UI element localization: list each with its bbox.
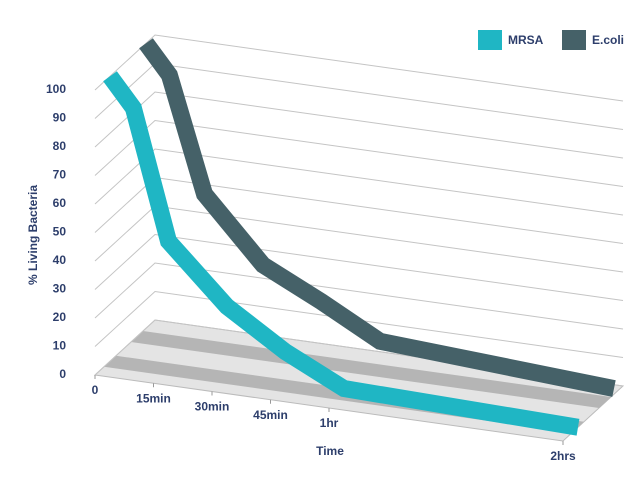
floor-stripe: [131, 331, 611, 408]
grid-line: [94, 262, 624, 330]
legend-label: E.coli: [592, 33, 624, 47]
grid-line: [94, 34, 624, 102]
x-tick-label: 30min: [195, 400, 230, 414]
grid-line: [94, 119, 624, 187]
x-tick-label: 1hr: [320, 416, 339, 430]
x-tick-label: 15min: [136, 391, 171, 405]
legend-label: MRSA: [508, 33, 544, 47]
y-tick-label: 10: [53, 339, 67, 353]
x-tick-label: 0: [92, 383, 99, 397]
y-tick-label: 20: [53, 310, 67, 324]
grid-line: [94, 148, 624, 216]
grid-line: [94, 91, 624, 159]
series-line: [103, 71, 580, 436]
y-tick-label: 60: [53, 196, 67, 210]
x-axis-title: Time: [316, 444, 344, 458]
y-tick-label: 90: [53, 111, 67, 125]
y-tick-label: 70: [53, 168, 67, 182]
legend-swatch: [478, 30, 502, 50]
grid-line: [94, 290, 624, 358]
x-tick-label: 45min: [253, 408, 288, 422]
y-tick-label: 0: [59, 367, 66, 381]
x-tick-label: 2hrs: [550, 449, 576, 463]
y-axis-title: % Living Bacteria: [26, 185, 40, 285]
grid-line: [94, 233, 624, 301]
series-line: [139, 38, 616, 397]
y-tick-label: 30: [53, 282, 67, 296]
legend-swatch: [562, 30, 586, 50]
y-tick-label: 50: [53, 225, 67, 239]
y-tick-label: 80: [53, 139, 67, 153]
y-tick-label: 40: [53, 253, 67, 267]
y-tick-label: 100: [46, 82, 66, 96]
